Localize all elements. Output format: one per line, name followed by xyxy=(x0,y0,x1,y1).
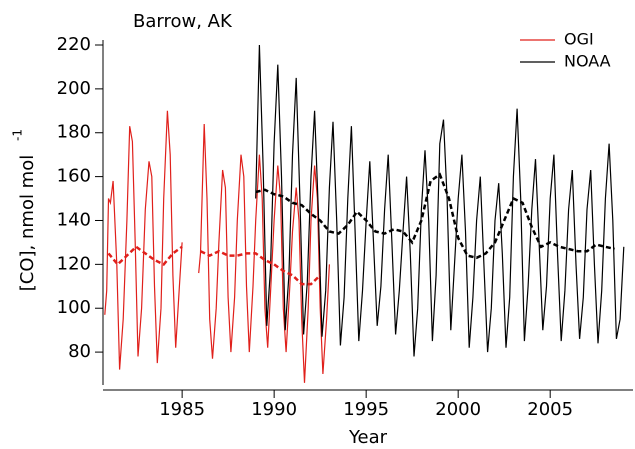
trend-line xyxy=(255,172,615,260)
x-tick-label: 1995 xyxy=(343,399,389,420)
y-tick-label: 80 xyxy=(68,341,91,362)
y-tick-label: 160 xyxy=(57,166,91,187)
y-tick-label: 140 xyxy=(57,209,91,230)
x-tick-label: 2000 xyxy=(435,399,481,420)
legend-label: OGI xyxy=(564,30,594,49)
x-tick-label: 1985 xyxy=(159,399,205,420)
y-axis-label-group: [CO], nmol mol -1 xyxy=(11,129,39,291)
y-tick-label: 200 xyxy=(57,78,91,99)
legend-label: NOAA xyxy=(564,52,611,71)
series-line xyxy=(104,110,330,383)
x-axis-label: Year xyxy=(348,427,388,448)
y-tick-label: 100 xyxy=(57,297,91,318)
x-tick-label: 1990 xyxy=(251,399,297,420)
y-tick-label: 180 xyxy=(57,122,91,143)
trend-line xyxy=(107,245,322,286)
y-axis-label-sup: -1 xyxy=(11,129,25,141)
y-tick-label: 120 xyxy=(57,253,91,274)
series-line xyxy=(255,44,625,357)
y-axis-label: [CO], nmol mol xyxy=(17,155,38,291)
y-tick-label: 220 xyxy=(57,34,91,55)
x-tick-label: 2005 xyxy=(527,399,573,420)
annotation: Barrow, AK xyxy=(133,11,233,32)
